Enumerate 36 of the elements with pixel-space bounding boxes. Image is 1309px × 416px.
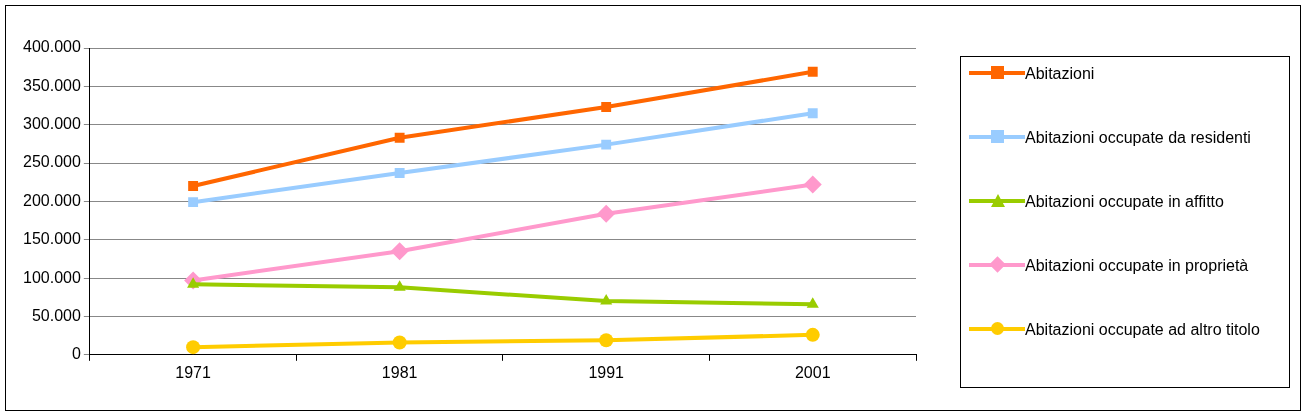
point xyxy=(803,175,822,194)
legend-label: Abitazioni xyxy=(1025,64,1095,84)
point xyxy=(807,66,818,77)
point xyxy=(394,168,405,178)
point xyxy=(600,294,613,305)
point xyxy=(188,181,199,192)
x-tick-label: 2001 xyxy=(794,363,831,381)
y-tick-label: 50.000 xyxy=(31,306,81,324)
point xyxy=(393,280,406,291)
x-tick-label: 1971 xyxy=(175,363,211,381)
legend-label: Abitazioni occupate in proprietà xyxy=(1025,256,1249,276)
point xyxy=(392,335,407,350)
y-tick-label: 0 xyxy=(71,345,81,363)
point xyxy=(597,204,616,223)
legend-label: Abitazioni occupate da residenti xyxy=(1025,128,1251,148)
point xyxy=(806,297,819,308)
x-tick-label: 1981 xyxy=(381,363,418,381)
point xyxy=(599,333,614,348)
x-tick-label: 1991 xyxy=(588,363,625,381)
y-tick-label: 300.000 xyxy=(22,115,81,133)
point xyxy=(807,108,818,119)
y-tick-label: 350.000 xyxy=(22,76,81,94)
point xyxy=(188,197,199,208)
legend-label: Abitazioni occupate in affitto xyxy=(1025,192,1224,212)
y-tick-label: 150.000 xyxy=(22,230,81,248)
y-tick-label: 100.000 xyxy=(22,268,81,286)
point xyxy=(601,139,612,150)
y-tick-label: 400.000 xyxy=(22,38,81,56)
y-tick-label: 250.000 xyxy=(22,153,81,171)
point xyxy=(601,102,612,113)
point xyxy=(186,340,201,355)
legend-label: Abitazioni occupate ad altro titolo xyxy=(1025,320,1260,340)
point xyxy=(805,327,820,342)
point xyxy=(394,132,405,143)
point xyxy=(390,242,409,261)
y-tick-label: 200.000 xyxy=(22,191,81,209)
